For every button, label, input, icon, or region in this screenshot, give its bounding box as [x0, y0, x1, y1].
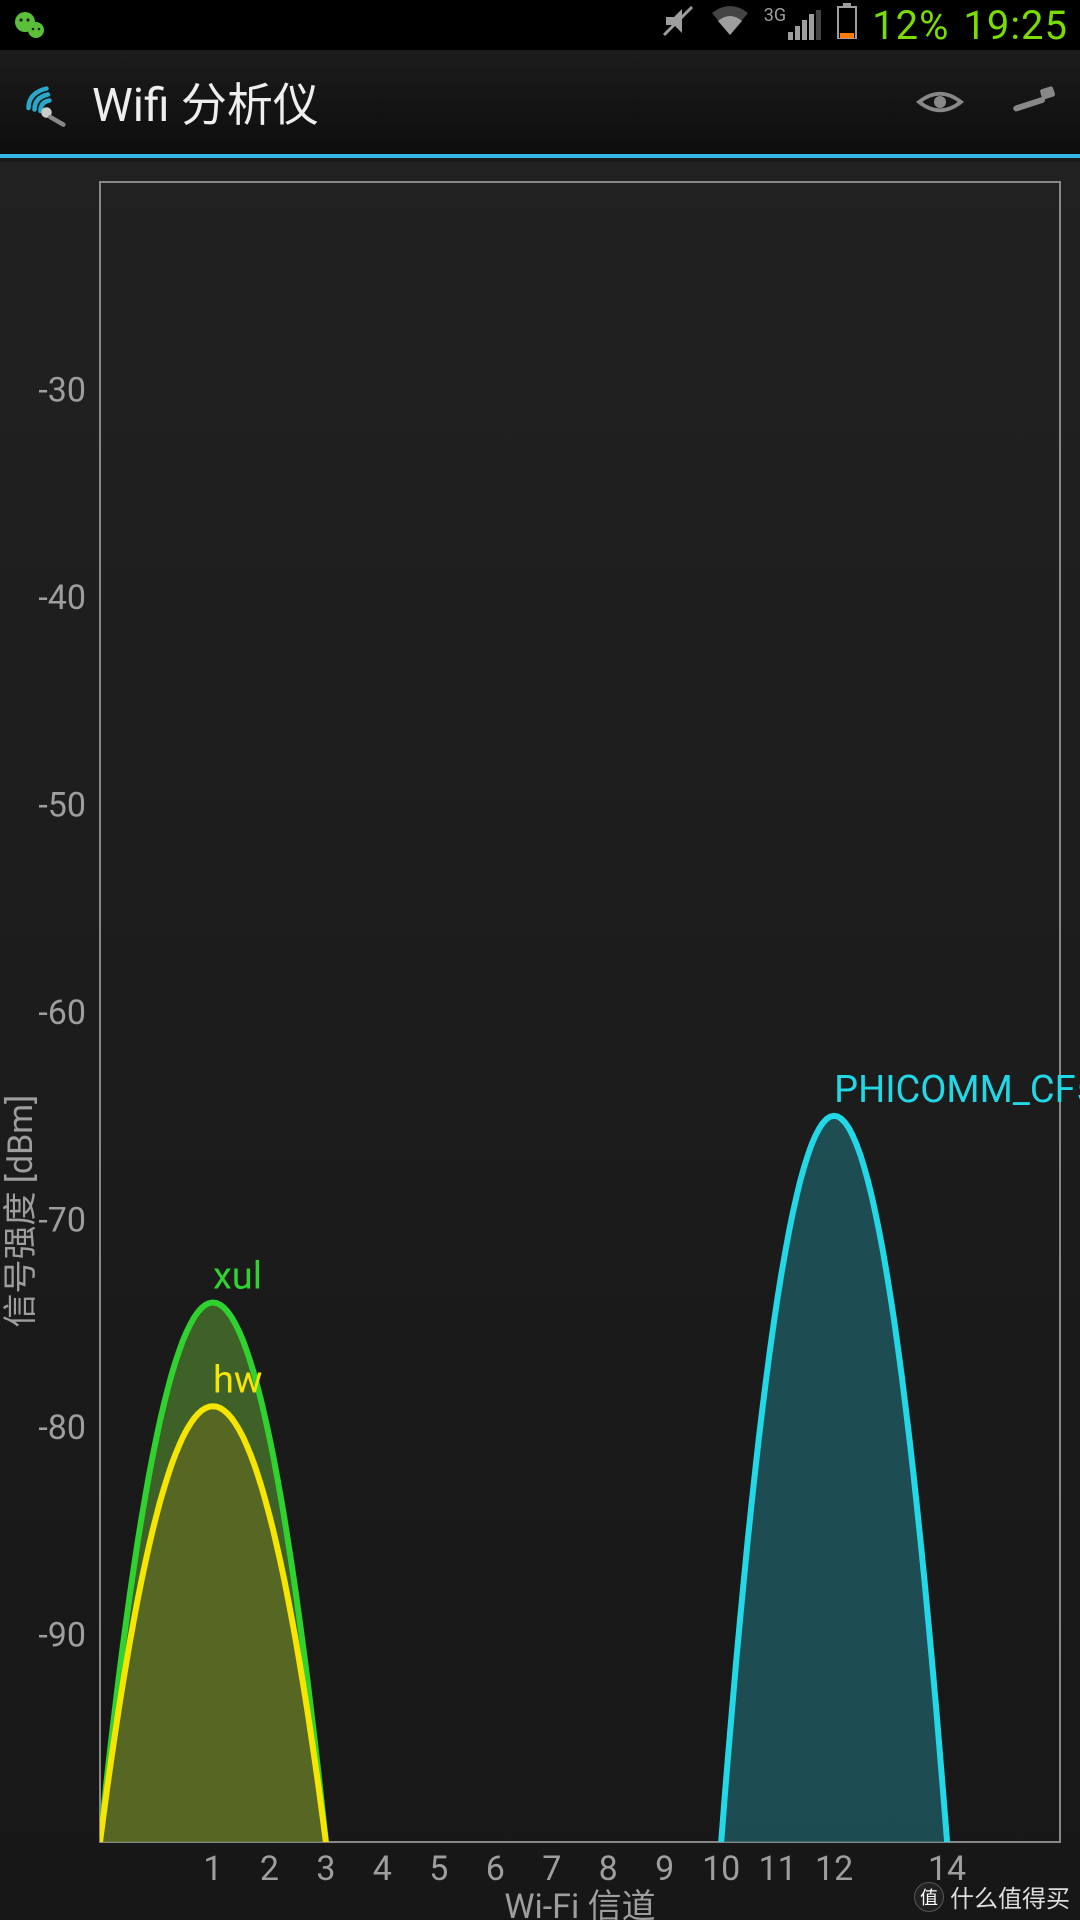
wifi-icon	[710, 3, 750, 47]
svg-text:-50: -50	[38, 786, 86, 826]
svg-text:-80: -80	[38, 1408, 86, 1448]
svg-text:7: 7	[542, 1849, 561, 1889]
svg-text:8: 8	[599, 1849, 618, 1889]
svg-text:2: 2	[260, 1849, 279, 1889]
wechat-icon	[12, 8, 48, 52]
svg-text:xul: xul	[213, 1255, 262, 1299]
svg-text:PHICOMM_CF50: PHICOMM_CF50	[834, 1068, 1080, 1112]
svg-text:-30: -30	[38, 371, 86, 411]
svg-text:4: 4	[373, 1849, 392, 1889]
mute-icon	[660, 3, 696, 47]
svg-text:hw: hw	[213, 1358, 262, 1402]
svg-text:11: 11	[759, 1849, 797, 1889]
app-logo-icon	[24, 78, 72, 126]
network-3g-icon: 3G	[764, 10, 822, 40]
svg-text:信号强度 [dBm]: 信号强度 [dBm]	[1, 1095, 41, 1328]
svg-text:-40: -40	[38, 578, 86, 618]
svg-text:-60: -60	[38, 993, 86, 1033]
svg-text:Wi-Fi 信道: Wi-Fi 信道	[504, 1887, 655, 1920]
status-bar: 3G 12% 19:25	[0, 0, 1080, 50]
watermark-badge: 值	[914, 1882, 944, 1912]
view-mode-button[interactable]	[916, 78, 964, 126]
svg-text:3: 3	[316, 1849, 335, 1889]
svg-text:6: 6	[486, 1849, 505, 1889]
svg-text:12: 12	[815, 1849, 853, 1889]
wifi-channel-chart: -30-40-50-60-70-80-90信号强度 [dBm]123456789…	[0, 162, 1080, 1920]
battery-percent: 12%	[872, 2, 949, 49]
svg-text:1: 1	[203, 1849, 222, 1889]
svg-text:5: 5	[429, 1849, 448, 1889]
svg-text:-90: -90	[38, 1616, 86, 1656]
app-title: Wifi 分析仪	[92, 69, 896, 135]
svg-text:-70: -70	[38, 1201, 86, 1241]
chart-area: -30-40-50-60-70-80-90信号强度 [dBm]123456789…	[0, 162, 1080, 1920]
app-bar: Wifi 分析仪	[0, 50, 1080, 158]
battery-icon	[836, 3, 858, 47]
clock: 19:25	[963, 2, 1068, 49]
watermark-text: 什么值得买	[950, 1879, 1070, 1914]
watermark: 值 什么值得买	[914, 1879, 1070, 1914]
svg-text:10: 10	[702, 1849, 740, 1889]
settings-button[interactable]	[1008, 78, 1056, 126]
svg-text:9: 9	[655, 1849, 674, 1889]
